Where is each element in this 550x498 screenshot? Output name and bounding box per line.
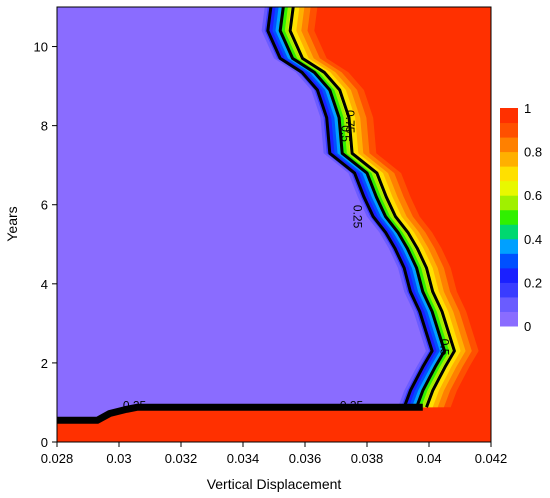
x-tick-label: 0.038: [351, 451, 384, 466]
x-tick-label: 0.034: [227, 451, 260, 466]
y-tick-label: 2: [41, 356, 48, 371]
colorbar: 0 0.2 0.4 0.6 0.8 1: [500, 101, 542, 334]
x-tick-label: 0.036: [289, 451, 322, 466]
colorbar-swatch: [500, 195, 518, 211]
colorbar-swatch: [500, 122, 518, 138]
plot-area: [57, 7, 491, 442]
colorbar-swatch: [500, 238, 518, 254]
colorbar-tick-label: 0.8: [524, 145, 542, 160]
contour-line-0.75: [288, 7, 456, 408]
y-tick-label: 8: [41, 119, 48, 134]
colorbar-swatch: [500, 282, 518, 298]
colorbar-swatch: [500, 166, 518, 182]
contour-label: 0.25: [351, 205, 365, 229]
colorbar-swatch: [500, 296, 518, 312]
y-axis: 0 2 4 6 8 10: [34, 40, 57, 450]
contour-labels: 0.25 0.250.750.50.250.5: [123, 110, 452, 413]
contour-label: 0.75: [343, 110, 357, 134]
x-tick-label: 0.04: [416, 451, 441, 466]
colorbar-swatch: [500, 209, 518, 225]
x-axis-label: Vertical Displacement: [207, 476, 342, 492]
colorbar-tick-label: 0.4: [524, 232, 542, 247]
x-tick-label: 0.03: [106, 451, 131, 466]
contour-label: 0.25: [123, 399, 147, 413]
contour-label: 0.5: [438, 339, 452, 356]
colorbar-swatch: [500, 137, 518, 153]
y-axis-label: Years: [4, 206, 20, 241]
colorbar-swatch: [500, 267, 518, 283]
colorbar-swatch: [500, 108, 518, 124]
contour-line-0.25: [266, 7, 434, 408]
y-tick-label: 0: [41, 435, 48, 450]
x-tick-label: 0.028: [41, 451, 74, 466]
colorbar-swatch: [500, 151, 518, 167]
y-tick-label: 4: [41, 277, 48, 292]
x-tick-label: 0.032: [165, 451, 198, 466]
contour-label: 0.5: [338, 125, 352, 142]
y-tick-label: 6: [41, 198, 48, 213]
contour-line-0.5: [278, 7, 446, 408]
colorbar-tick-label: 0.6: [524, 188, 542, 203]
contour-label: 0.25: [340, 399, 364, 413]
colorbar-swatch: [500, 180, 518, 196]
colorbar-tick-label: 1: [524, 101, 531, 116]
contour-line-horizontal: [57, 403, 423, 424]
colorbar-tick-label: 0.2: [524, 275, 542, 290]
colorbar-tick-label: 0: [524, 319, 531, 334]
low-region: [57, 7, 426, 421]
x-tick-label: 0.042: [475, 451, 508, 466]
colorbar-swatch: [500, 311, 518, 327]
x-axis: 0.028 0.03 0.032 0.034 0.036 0.038 0.04 0.042: [41, 442, 508, 466]
colorbar-swatch: [500, 224, 518, 240]
y-tick-label: 10: [34, 40, 48, 55]
colorbar-swatch: [500, 253, 518, 269]
plot-frame: [56, 6, 492, 443]
